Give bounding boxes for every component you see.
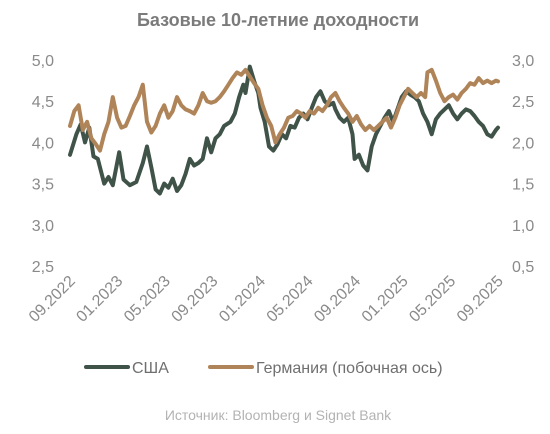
y-right-axis: 0,5 1,0 1,5 2,0 2,5 3,0 — [512, 53, 534, 276]
y-left-axis: 2,5 3,0 3,5 4,0 4,5 5,0 — [32, 53, 54, 276]
x-tick-label: 05.2024 — [264, 273, 317, 326]
legend-label: Германия (побочная ось) — [256, 360, 443, 377]
x-tick-label: 09.2023 — [169, 273, 222, 326]
y-left-tick: 3,5 — [32, 177, 54, 194]
x-tick-label: 05.2025 — [406, 273, 459, 326]
y-left-tick: 4,0 — [32, 135, 54, 152]
legend: США Германия (побочная ось) — [84, 360, 443, 377]
y-right-tick: 2,0 — [512, 135, 534, 152]
x-tick-label: 09.2025 — [454, 273, 507, 326]
y-right-tick: 0,5 — [512, 259, 534, 276]
y-left-tick: 2,5 — [32, 259, 54, 276]
x-tick-label: 01.2024 — [216, 273, 269, 326]
y-right-tick: 1,0 — [512, 218, 534, 235]
series-line-0 — [68, 64, 500, 196]
y-left-tick: 5,0 — [32, 53, 54, 70]
source-note: Источник: Bloomberg и Signet Bank — [165, 407, 392, 423]
y-right-tick: 1,5 — [512, 177, 534, 194]
x-tick-label: 01.2023 — [73, 273, 126, 326]
y-left-tick: 4,5 — [32, 94, 54, 111]
y-right-tick: 3,0 — [512, 53, 534, 70]
x-tick-label: 09.2022 — [26, 273, 79, 326]
y-right-tick: 2,5 — [512, 94, 534, 111]
legend-label: США — [132, 360, 169, 377]
x-tick-label: 01.2025 — [359, 273, 412, 326]
x-axis: 09.202201.202305.202309.202301.202405.20… — [26, 273, 507, 326]
x-tick-label: 09.2024 — [311, 273, 364, 326]
x-tick-label: 05.2023 — [121, 273, 174, 326]
y-left-tick: 3,0 — [32, 218, 54, 235]
chart-title: Базовые 10-летние доходности — [137, 10, 419, 30]
series-layer — [68, 64, 500, 196]
series-line-1 — [68, 67, 500, 153]
